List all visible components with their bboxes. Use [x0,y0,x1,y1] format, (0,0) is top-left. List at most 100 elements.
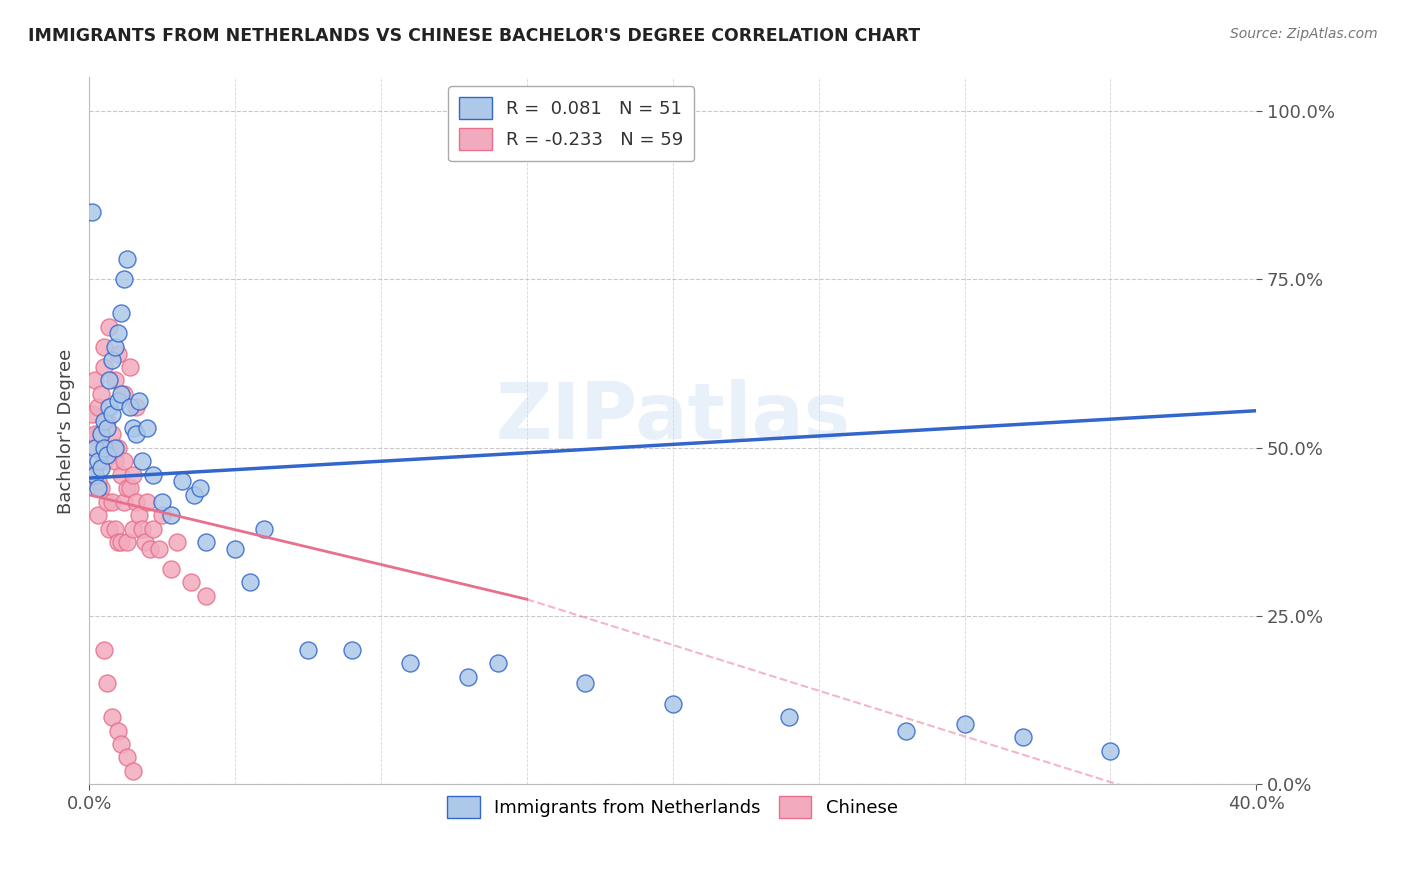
Point [778,710,800,724]
Point [101,427,124,442]
Point [172,475,194,489]
Text: Source: ZipAtlas.com: Source: ZipAtlas.com [1230,27,1378,41]
Point [84,467,107,482]
Point [457,670,479,684]
Point [115,750,138,764]
Point [107,441,129,455]
Point [84,373,107,387]
Point [115,252,138,267]
Point [150,494,173,508]
Point [121,522,143,536]
Point [166,535,188,549]
Point [115,535,138,549]
Point [118,481,141,495]
Text: IMMIGRANTS FROM NETHERLANDS VS CHINESE BACHELOR'S DEGREE CORRELATION CHART: IMMIGRANTS FROM NETHERLANDS VS CHINESE B… [28,27,921,45]
Point [101,710,124,724]
Point [253,522,276,536]
Point [224,541,246,556]
Point [87,427,110,442]
Point [131,454,153,468]
Point [128,508,150,522]
Point [90,427,112,442]
Point [150,508,173,522]
Point [183,488,205,502]
Point [93,642,115,657]
Point [110,737,132,751]
Point [194,535,217,549]
Point [87,401,110,415]
Point [125,401,148,415]
Point [84,441,107,455]
Point [125,494,148,508]
Point [107,723,129,738]
Point [125,427,148,442]
Point [115,481,138,495]
Text: ZIPatlas: ZIPatlas [495,379,851,455]
Point [96,420,118,434]
Point [112,387,135,401]
Point [121,467,143,482]
Point [93,340,115,354]
Point [148,541,170,556]
Point [118,359,141,374]
Point [121,420,143,434]
Point [340,642,363,657]
Point [121,764,143,778]
Point [107,393,129,408]
Point [87,475,110,489]
Point [84,441,107,455]
Point [90,461,112,475]
Point [136,420,159,434]
Point [104,454,127,468]
Point [1099,744,1122,758]
Point [96,448,118,462]
Point [87,508,110,522]
Point [894,723,917,738]
Point [104,373,127,387]
Point [136,494,159,508]
Point [90,481,112,495]
Point [112,272,135,286]
Point [118,401,141,415]
Y-axis label: Bachelor's Degree: Bachelor's Degree [58,348,75,514]
Point [159,508,181,522]
Point [90,387,112,401]
Point [239,575,262,590]
Point [101,353,124,368]
Point [159,562,181,576]
Point [110,535,132,549]
Point [112,494,135,508]
Legend: Immigrants from Netherlands, Chinese: Immigrants from Netherlands, Chinese [440,789,905,825]
Point [661,697,683,711]
Point [107,326,129,341]
Point [93,359,115,374]
Point [110,387,132,401]
Point [142,467,165,482]
Point [194,589,217,603]
Point [93,441,115,455]
Point [139,541,162,556]
Point [96,676,118,690]
Point [87,481,110,495]
Point [98,373,121,387]
Point [96,494,118,508]
Point [1012,731,1035,745]
Point [80,467,103,482]
Point [104,522,127,536]
Point [93,414,115,428]
Point [98,441,121,455]
Point [188,481,211,495]
Point [80,205,103,219]
Point [104,340,127,354]
Point [574,676,596,690]
Point [112,454,135,468]
Point [93,454,115,468]
Point [107,346,129,360]
Point [399,657,422,671]
Point [486,657,509,671]
Point [84,427,107,442]
Point [87,454,110,468]
Point [131,522,153,536]
Point [128,393,150,408]
Point [104,441,127,455]
